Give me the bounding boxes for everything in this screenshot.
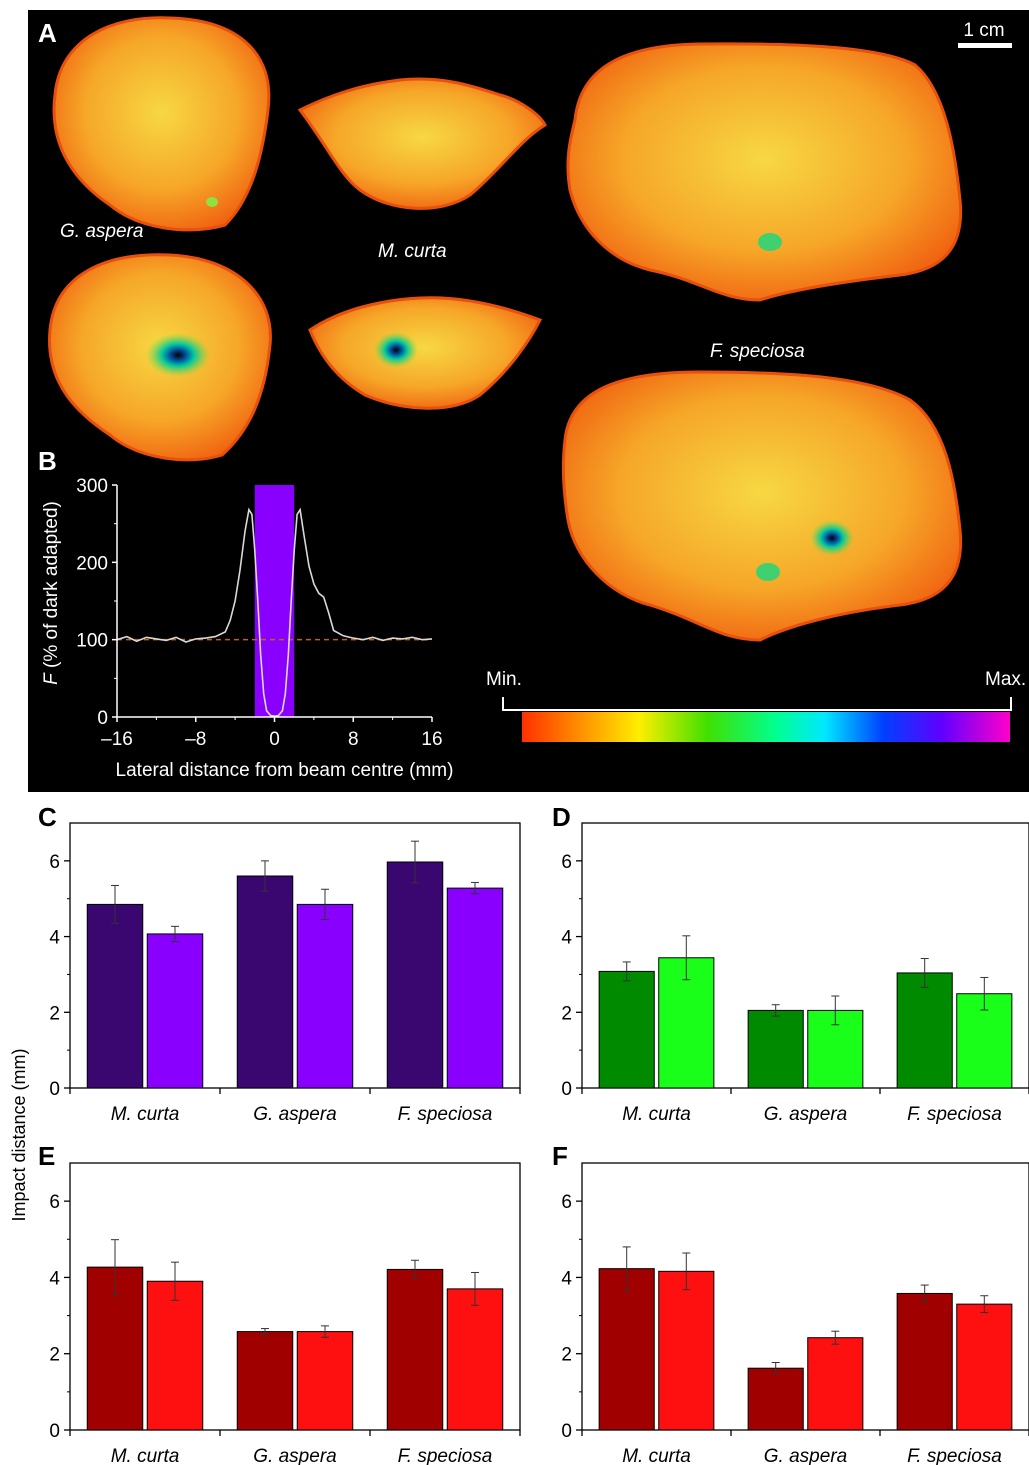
panel-label-a: A	[38, 18, 57, 48]
fluorescence-trace	[116, 507, 433, 718]
bar	[896, 1292, 953, 1431]
bar	[807, 1009, 864, 1089]
species-label-f-speciosa: F. speciosa	[710, 341, 805, 362]
category-label: F. speciosa	[398, 1446, 493, 1465]
bar	[236, 875, 294, 1089]
category-label: G. aspera	[253, 1104, 336, 1125]
colorbar-min-label: Min.	[486, 669, 522, 690]
bar	[386, 1268, 444, 1431]
panel-d-chart: M. curta G. aspera F. speciosa 0 2 4 6	[561, 822, 1029, 1125]
bar	[598, 970, 655, 1089]
beam-region	[254, 485, 295, 717]
y-tick-label: 300	[76, 476, 108, 497]
y-tick-label: 0	[49, 1079, 60, 1100]
y-tick-label: 2	[49, 1345, 60, 1366]
bar	[146, 1280, 204, 1431]
x-tick-label: 0	[269, 729, 280, 750]
plot-frame	[581, 1162, 1029, 1431]
x-axis-label: Lateral distance from beam centre (mm)	[116, 760, 454, 781]
panel-label-e: E	[38, 1141, 55, 1171]
coral-f-speciosa-top	[566, 42, 963, 302]
y-axis-label: F (% of dark adapted)	[41, 501, 62, 685]
panel-b-chart: 0 100 200 300 –16 –8 0 8 16 Lateral distance from…	[41, 476, 453, 781]
x-tick-label: –16	[101, 729, 133, 750]
bar	[386, 861, 444, 1089]
y-tick-label: 4	[49, 1268, 60, 1289]
y-tick-label: 4	[49, 928, 60, 949]
coral-f-speciosa-bottom	[561, 370, 963, 642]
plot-frame	[69, 822, 521, 1089]
panel-c-chart: M. curta G. aspera F. speciosa 0 2 4 6	[49, 822, 521, 1125]
y-tick-label: 200	[76, 553, 108, 574]
y-tick-label: 2	[561, 1003, 572, 1024]
y-tick-label: 0	[561, 1421, 572, 1442]
bar	[956, 1303, 1013, 1431]
plot-frame	[581, 822, 1029, 1089]
colorbar	[522, 712, 1010, 742]
bar	[236, 1331, 294, 1431]
colorbar-max-label: Max.	[985, 669, 1026, 690]
coral-m-curta-top	[297, 77, 547, 210]
category-label: M. curta	[622, 1446, 691, 1465]
plot-frame	[69, 1162, 521, 1431]
bar	[807, 1337, 864, 1431]
panel-e-chart: M. curta G. aspera F. speciosa 0 2 4 6	[49, 1162, 521, 1465]
bar	[446, 1288, 504, 1431]
colorbar-bracket	[502, 697, 1012, 711]
y-tick-label: 0	[561, 1079, 572, 1100]
bar	[747, 1367, 804, 1431]
category-label: F. speciosa	[907, 1446, 1002, 1465]
category-label: M. curta	[111, 1446, 180, 1465]
x-tick-label: 16	[421, 729, 442, 750]
bar	[598, 1268, 655, 1431]
panel-label-f: F	[552, 1141, 568, 1171]
bar	[747, 1009, 804, 1089]
category-label: F. speciosa	[398, 1104, 493, 1125]
category-label: F. speciosa	[907, 1104, 1002, 1125]
coral-g-aspera-bottom	[48, 253, 272, 462]
y-tick-label: 4	[561, 928, 572, 949]
panel-label-c: C	[38, 802, 57, 832]
bar	[296, 1331, 354, 1431]
y-tick-label: 2	[561, 1345, 572, 1366]
y-tick-label: 0	[97, 708, 108, 729]
bar	[658, 1270, 715, 1431]
bar	[446, 887, 504, 1089]
species-label-g-aspera: G. aspera	[60, 221, 143, 242]
bar	[896, 972, 953, 1089]
category-label: M. curta	[111, 1104, 180, 1125]
coral-m-curta-bottom	[308, 296, 543, 410]
panel-label-d: D	[552, 802, 571, 832]
y-tick-label: 0	[49, 1421, 60, 1442]
x-tick-label: 8	[348, 729, 359, 750]
scale-bar-label: 1 cm	[963, 20, 1004, 41]
scale-bar	[958, 43, 1012, 48]
y-tick-label: 6	[49, 1192, 60, 1213]
x-tick-label: –8	[185, 729, 206, 750]
y-tick-label: 6	[561, 1192, 572, 1213]
shared-y-axis-label: Impact distance (mm)	[9, 1048, 29, 1221]
species-label-m-curta: M. curta	[378, 241, 447, 262]
bar	[86, 903, 144, 1089]
panel-f-chart: M. curta G. aspera F. speciosa 0 2 4 6	[561, 1162, 1029, 1465]
panel-label-b: B	[38, 446, 57, 476]
bar	[146, 933, 204, 1089]
y-tick-label: 6	[49, 852, 60, 873]
category-label: G. aspera	[764, 1104, 847, 1125]
category-label: G. aspera	[253, 1446, 336, 1465]
category-label: M. curta	[622, 1104, 691, 1125]
y-tick-label: 6	[561, 852, 572, 873]
y-tick-label: 2	[49, 1003, 60, 1024]
y-tick-label: 4	[561, 1268, 572, 1289]
y-tick-label: 100	[76, 631, 108, 652]
coral-g-aspera-top	[52, 16, 271, 232]
bar	[296, 903, 354, 1089]
bar	[658, 957, 715, 1089]
category-label: G. aspera	[764, 1446, 847, 1465]
